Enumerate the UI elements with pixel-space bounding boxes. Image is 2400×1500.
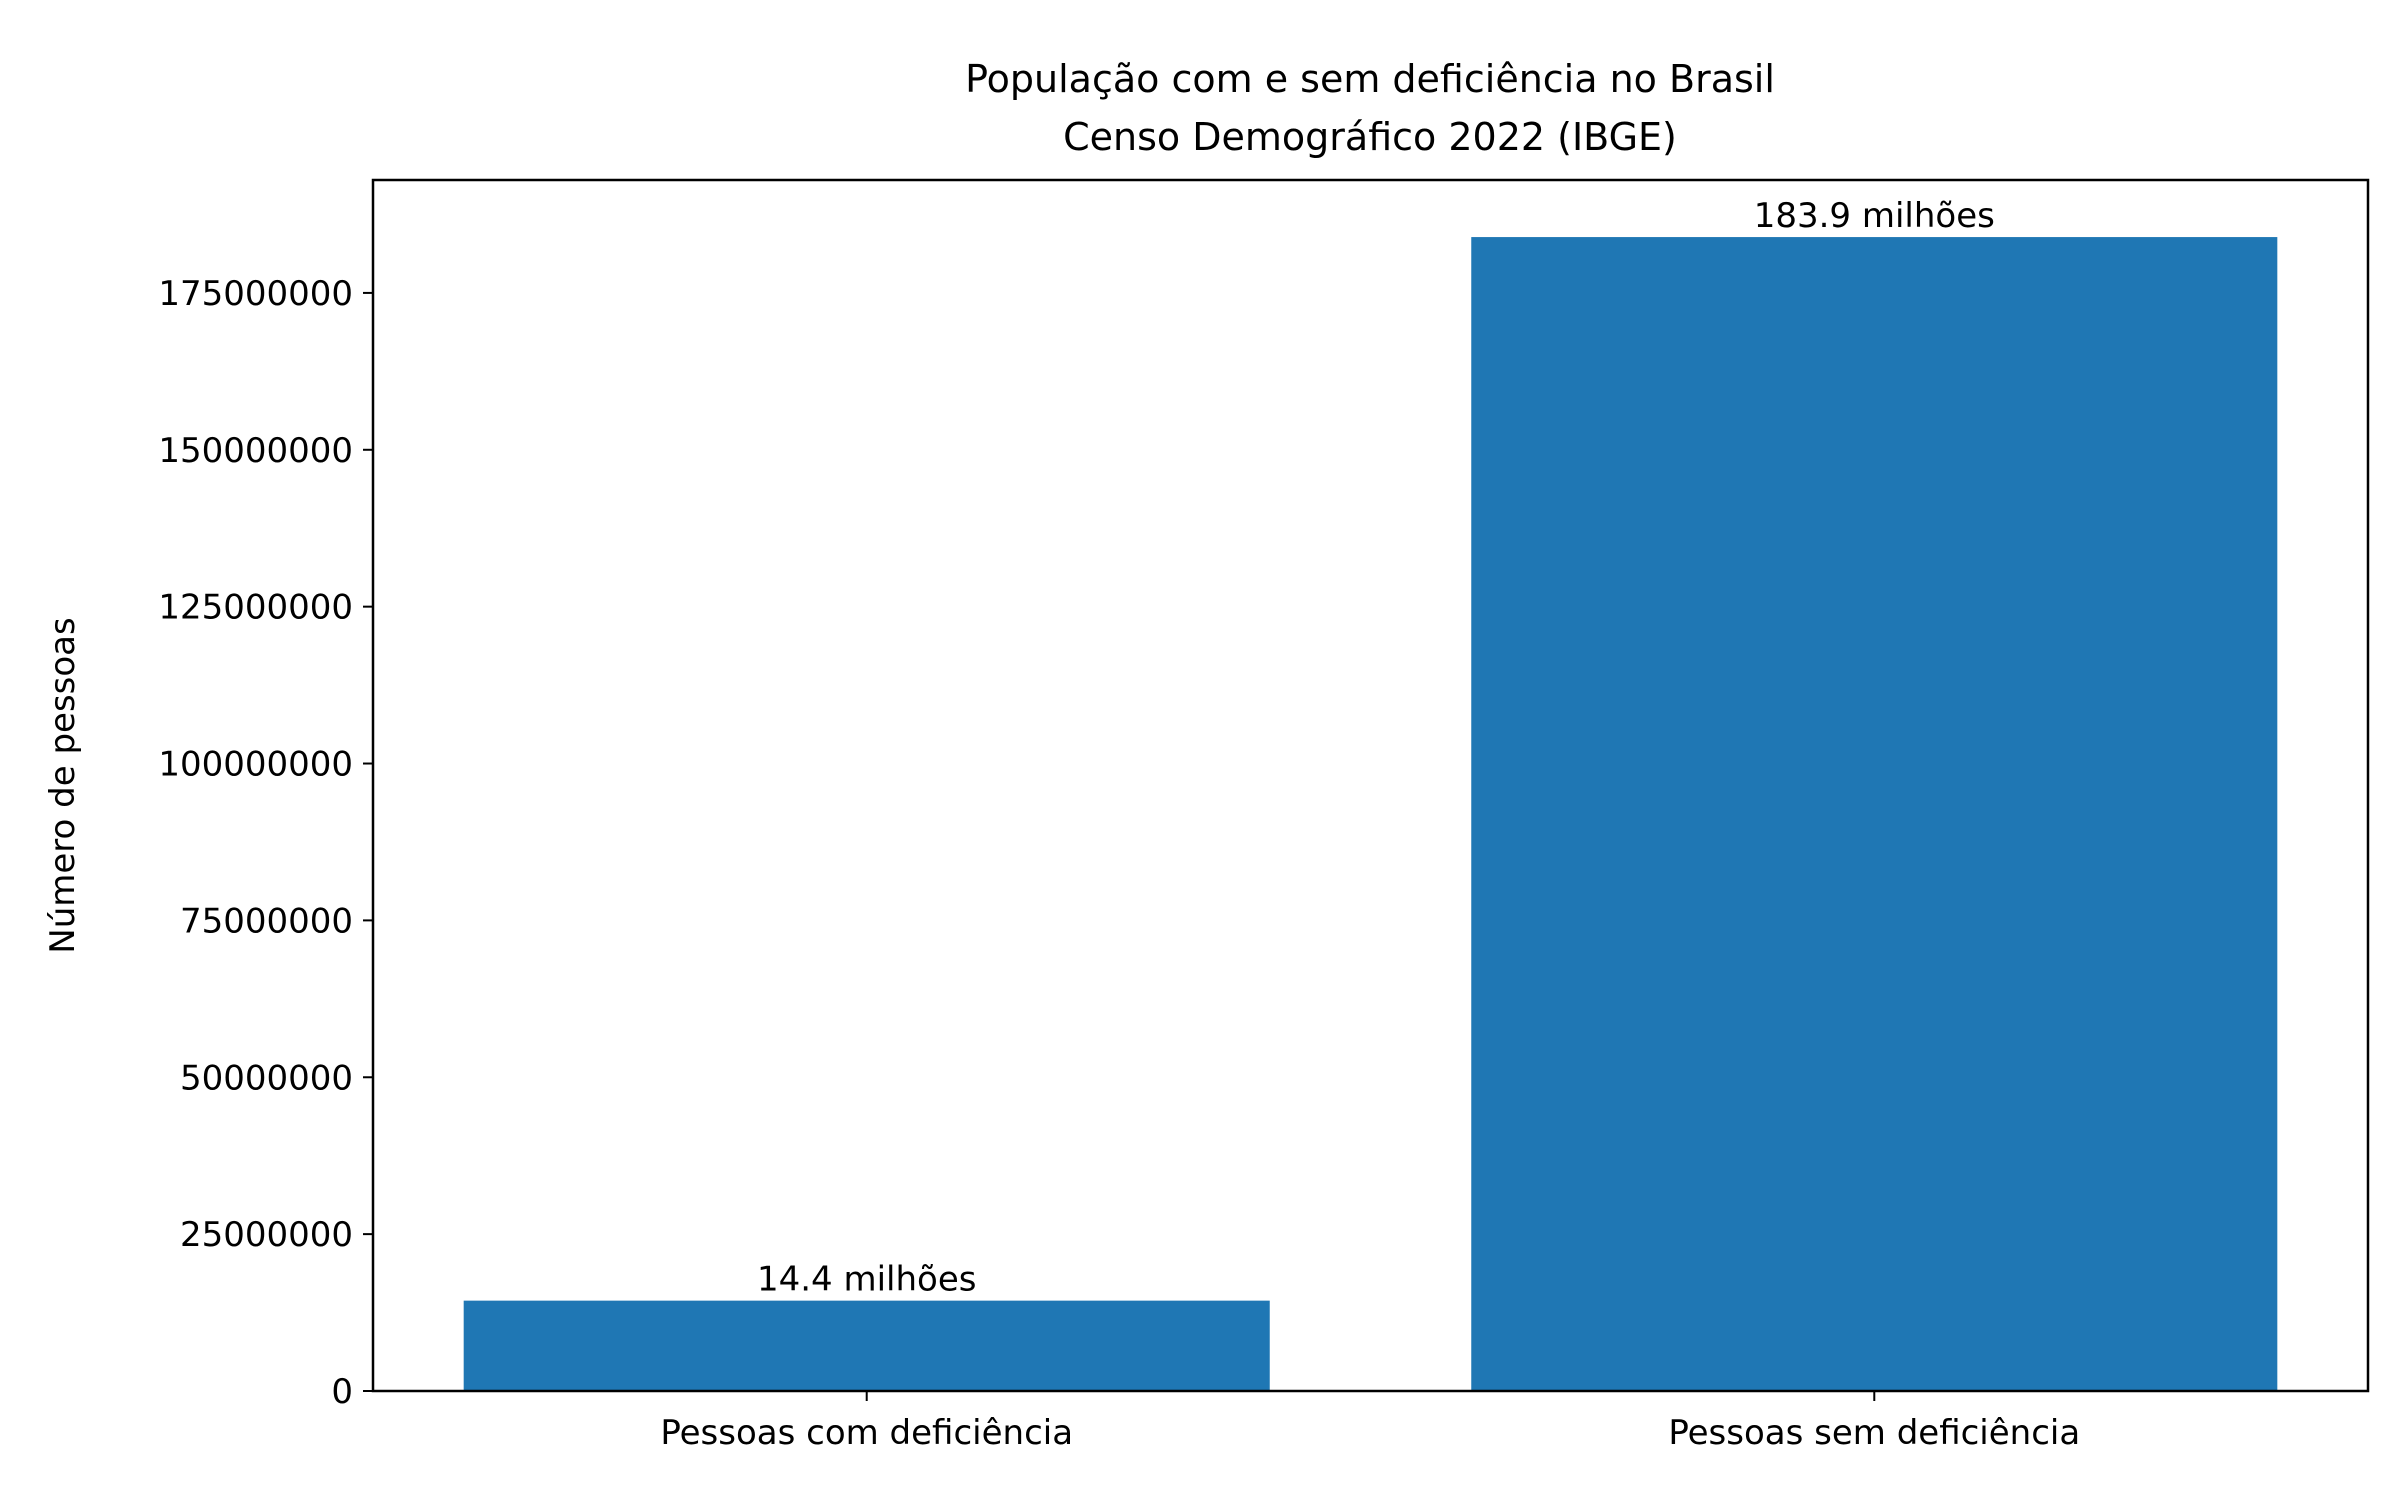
y-tick-label-5: 100000000 (158, 745, 353, 785)
bar-labels-layer: 14.4 milhões 183.9 milhões (757, 196, 1995, 1300)
y-tick-label-3: 50000000 (180, 1058, 353, 1098)
y-tick-label-7: 150000000 (158, 431, 353, 471)
bar-2 (1471, 237, 2278, 1391)
y-tick-label-6: 125000000 (158, 588, 353, 628)
y-axis: 0 25000000 50000000 75000000 100000000 125000… (158, 274, 373, 1412)
bar-data-label-1: 14.4 milhões (757, 1260, 977, 1300)
plot-frame (371, 178, 2370, 1393)
y-tick-label-8: 175000000 (158, 274, 353, 314)
bars-layer (463, 237, 2278, 1391)
y-tick-label-1: 0 (331, 1372, 353, 1412)
y-axis-label: Número de pessoas (43, 617, 83, 953)
y-tick-label-4: 75000000 (180, 901, 353, 941)
bar-data-label-2: 183.9 milhões (1754, 196, 1995, 236)
bar-1 (463, 1300, 1270, 1391)
y-tick-label-2: 25000000 (180, 1215, 353, 1255)
x-tick-label-1: Pessoas com deficiência (660, 1413, 1073, 1453)
chart-title: População com e sem deficiência no Brasi… (965, 57, 1775, 101)
x-tick-label-2: Pessoas sem deficiência (1668, 1413, 2080, 1453)
chart-subtitle: Censo Demográfico 2022 (IBGE) (1063, 115, 1677, 159)
x-axis: Pessoas com deficiência Pessoas sem defic… (660, 1391, 2080, 1453)
